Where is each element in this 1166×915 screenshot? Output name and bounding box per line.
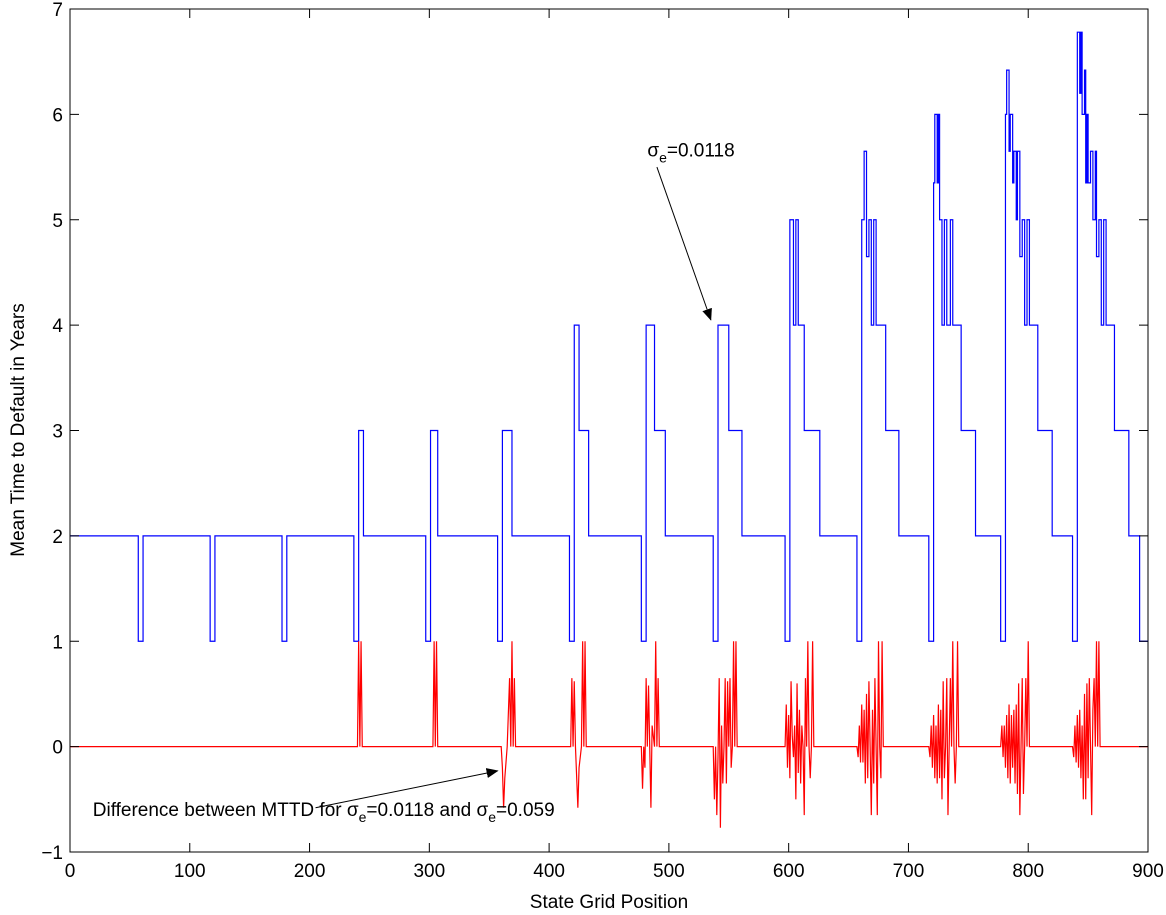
sigma-annotation: σe=0.0118: [647, 141, 734, 166]
x-tick-label: 200: [294, 861, 326, 882]
x-tick-label: 700: [893, 861, 925, 882]
sigma1-symbol: σ: [347, 800, 359, 821]
x-tick-label: 100: [174, 861, 206, 882]
series-line-2: [70, 641, 1148, 828]
sigma-subscript: e: [659, 150, 667, 166]
sigma2-value: =0.059: [496, 800, 555, 821]
series-layer: [70, 31, 1148, 828]
sigma2-symbol: σ: [476, 800, 488, 821]
difference-prefix: Difference between MTTD for: [93, 800, 347, 821]
series-line-1: [70, 31, 1148, 642]
sigma-annotation-arrow: [656, 166, 712, 321]
sigma-symbol: σ: [647, 141, 659, 162]
x-tick-label: 800: [1012, 861, 1044, 882]
sigma1-subscript: e: [359, 809, 367, 825]
y-axis-label: Mean Time to Default in Years: [8, 303, 29, 556]
annotation-layer: σe=0.0118 Difference between MTTD for σe…: [93, 141, 735, 826]
sigma1-value: =0.0118 and: [366, 800, 476, 821]
x-tick-label: 0: [65, 861, 76, 882]
x-tick-label: 400: [533, 861, 565, 882]
y-tick-label: 1: [52, 632, 63, 653]
x-axis-label: State Grid Position: [530, 892, 688, 913]
y-tick-label: −1: [41, 843, 63, 864]
x-tick-label: 300: [413, 861, 445, 882]
x-tick-label: 600: [773, 861, 805, 882]
difference-annotation: Difference between MTTD for σe=0.0118 an…: [93, 800, 555, 825]
y-tick-label: 7: [52, 0, 63, 21]
x-tick-label: 900: [1132, 861, 1164, 882]
sigma-value: =0.0118: [667, 141, 735, 162]
y-tick-label: 2: [52, 527, 63, 548]
x-tick-label: 500: [653, 861, 685, 882]
y-tick-label: 5: [52, 211, 63, 232]
y-tick-label: 4: [52, 316, 63, 337]
y-tick-label: 0: [52, 738, 63, 759]
difference-annotation-arrow: [315, 768, 499, 809]
sigma2-subscript: e: [488, 809, 496, 825]
y-tick-label: 6: [52, 105, 63, 126]
y-tick-label: 3: [52, 422, 63, 443]
plot-frame: [69, 8, 1149, 853]
